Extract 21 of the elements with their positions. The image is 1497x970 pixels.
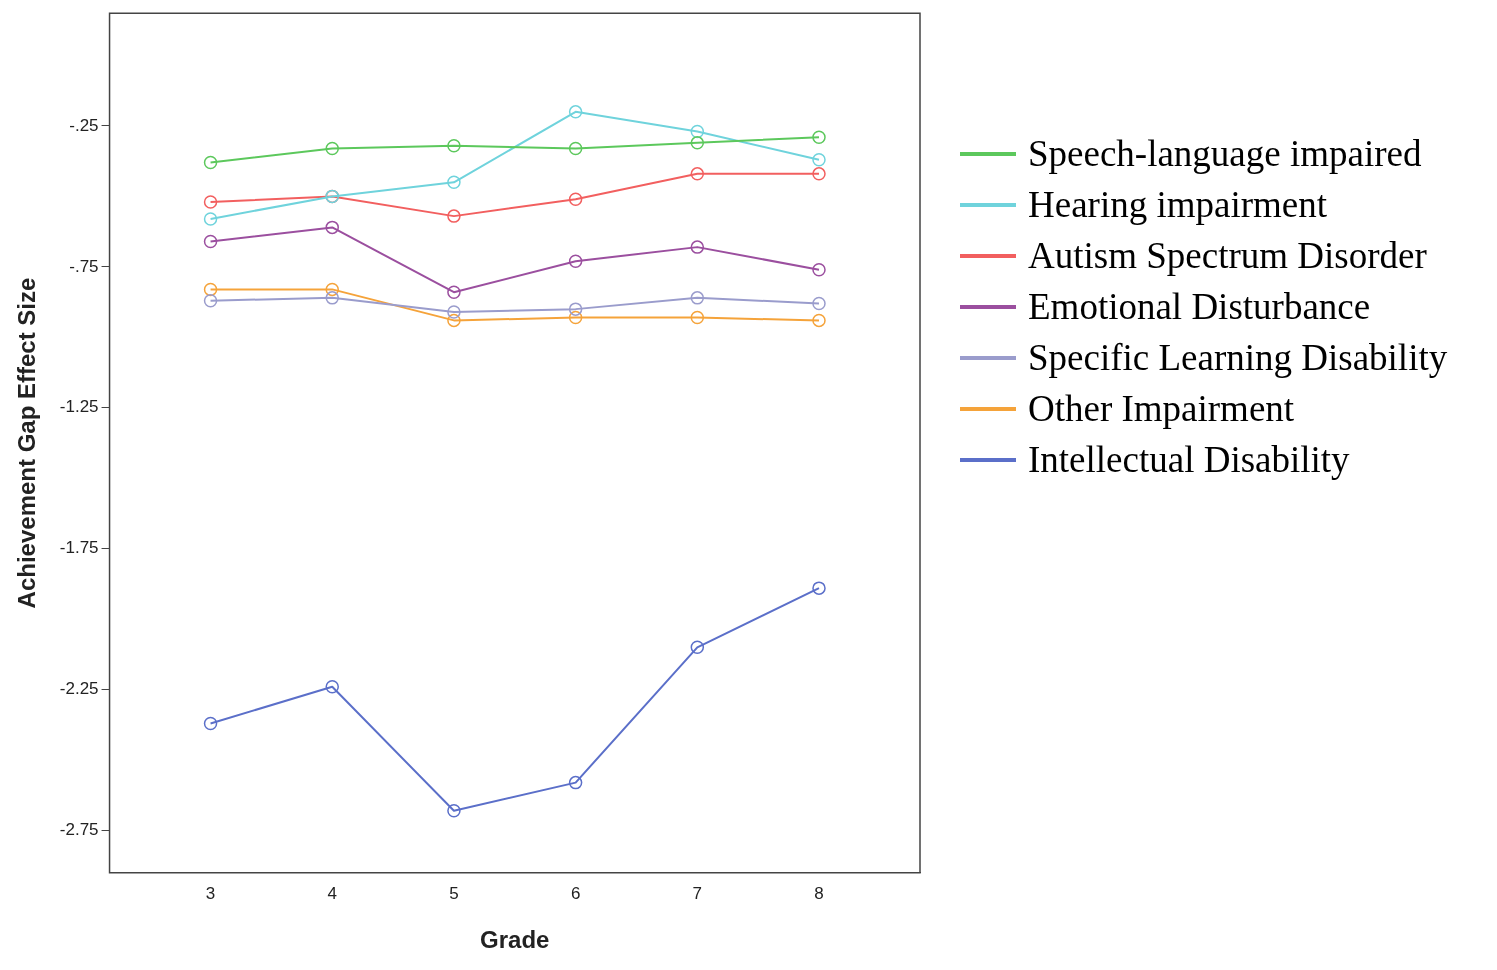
y-tick-label: -1.25 bbox=[59, 397, 99, 417]
y-tick-label: -2.25 bbox=[59, 679, 99, 699]
x-tick-label: 8 bbox=[814, 883, 824, 903]
x-tick-label: 4 bbox=[327, 883, 337, 903]
legend-label: Specific Learning Disability bbox=[1028, 336, 1448, 379]
legend-label: Speech-language impaired bbox=[1028, 132, 1422, 175]
legend-label: Intellectual Disability bbox=[1028, 438, 1350, 481]
y-tick-label: -.75 bbox=[69, 256, 99, 276]
legend-label: Hearing impairment bbox=[1028, 183, 1327, 226]
y-tick-label: -.25 bbox=[69, 115, 99, 135]
legend-label: Emotional Disturbance bbox=[1028, 285, 1371, 328]
x-axis-title: Grade bbox=[480, 926, 550, 954]
x-tick-label: 5 bbox=[449, 883, 459, 903]
x-tick-label: 6 bbox=[570, 883, 581, 903]
x-tick-label: 7 bbox=[692, 883, 703, 903]
legend-label: Other Impairment bbox=[1028, 387, 1295, 430]
y-tick-label: -2.75 bbox=[59, 820, 99, 840]
y-tick-label: -1.75 bbox=[59, 538, 99, 558]
x-tick-label: 3 bbox=[205, 883, 216, 903]
legend-label: Autism Spectrum Disorder bbox=[1028, 234, 1427, 277]
y-axis-title: Achievement Gap Effect Size bbox=[13, 277, 41, 609]
